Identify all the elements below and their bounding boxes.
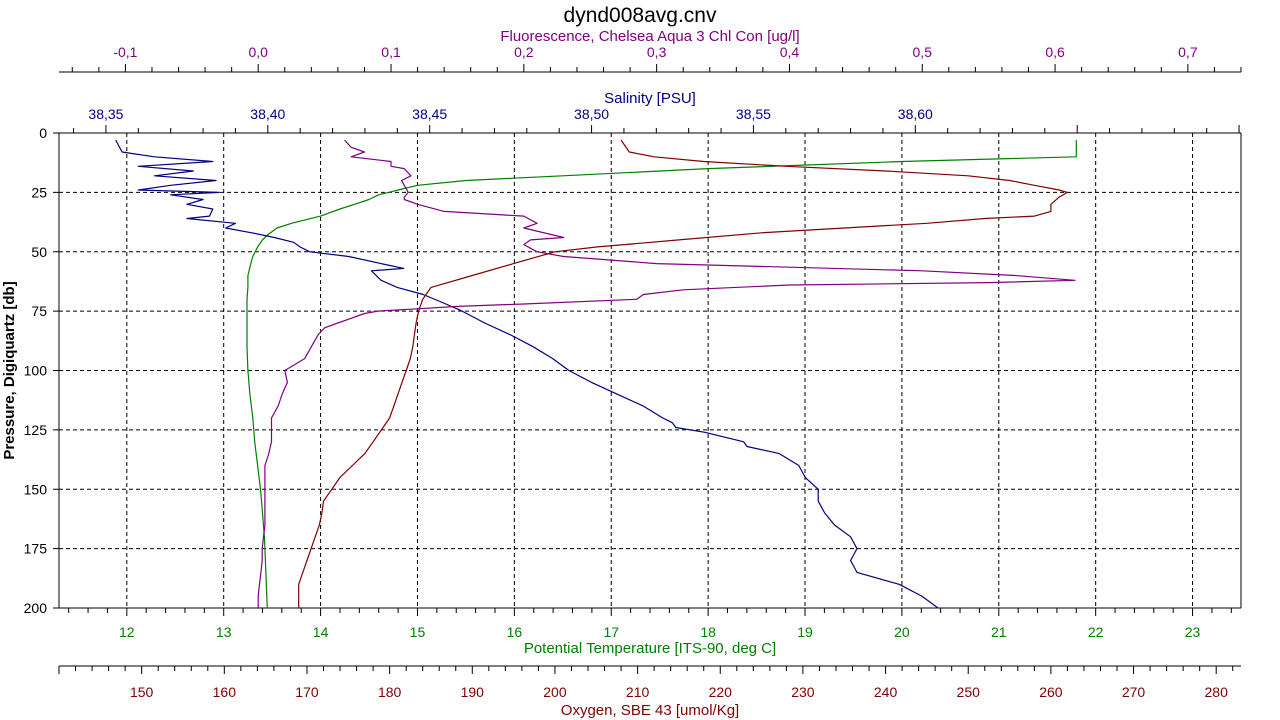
oxygen-axis-title: Oxygen, SBE 43 [umol/Kg] xyxy=(561,702,739,719)
temperature-tick-label: 19 xyxy=(797,624,813,640)
temperature-tick-label: 23 xyxy=(1185,624,1201,640)
temperature-tick-label: 13 xyxy=(216,624,232,640)
temperature-tick-label: 12 xyxy=(119,624,135,640)
fluorescence-tick-label: 0,4 xyxy=(780,44,800,60)
series-lines xyxy=(115,139,1077,609)
oxygen-tick-label: 200 xyxy=(543,684,567,700)
oxygen-tick-label: 160 xyxy=(213,684,237,700)
oxygen-tick-label: 250 xyxy=(957,684,981,700)
temperature-tick-label: 14 xyxy=(313,624,329,640)
fluorescence-tick-label: 0,1 xyxy=(381,44,401,60)
y-axis-tick-label: 75 xyxy=(31,303,47,319)
salinity-tick-label: 38,35 xyxy=(88,106,123,122)
temperature-axis-title: Potential Temperature [ITS-90, deg C] xyxy=(524,640,776,657)
y-axis-tick-label: 50 xyxy=(31,244,47,260)
y-axis-tick-label: 125 xyxy=(24,422,48,438)
fluorescence-tick-label: 0,3 xyxy=(647,44,667,60)
oxygen-tick-label: 210 xyxy=(626,684,650,700)
salinity-tick-label: 38,40 xyxy=(250,106,285,122)
salinity-tick-label: 38,50 xyxy=(574,106,609,122)
salinity-tick-label: 38,55 xyxy=(736,106,771,122)
temperature-tick-label: 22 xyxy=(1088,624,1104,640)
salinity-series-line xyxy=(115,139,939,609)
temperature-axis: 12 13 14 15 16 17 18 19 20 21 22 23 Potential Temper… xyxy=(59,607,1241,657)
oxygen-tick-label: 150 xyxy=(130,684,154,700)
oxygen-tick-label: 270 xyxy=(1122,684,1146,700)
temperature-tick-label: 16 xyxy=(507,624,523,640)
y-axis-tick-label: 200 xyxy=(24,600,48,616)
temperature-tick-label: 17 xyxy=(603,624,619,640)
temperature-series-line xyxy=(246,140,1077,609)
salinity-tick-label: 38,60 xyxy=(898,106,933,122)
temperature-tick-label: 21 xyxy=(991,624,1007,640)
oxygen-tick-label: 280 xyxy=(1205,684,1229,700)
fluorescence-tick-label: 0,0 xyxy=(248,44,268,60)
oxygen-series-line xyxy=(298,139,1069,608)
oxygen-tick-label: 230 xyxy=(791,684,815,700)
oxygen-axis: 150 160 170 180 190 200 210 220 230 240 250 260 270 2… xyxy=(58,665,1241,719)
fluorescence-tick-label: -0,1 xyxy=(113,44,137,60)
oxygen-tick-label: 260 xyxy=(1039,684,1063,700)
temperature-tick-label: 15 xyxy=(410,624,426,640)
fluorescence-tick-label: 0,5 xyxy=(913,44,933,60)
y-axis-tick-label: 100 xyxy=(24,363,48,379)
salinity-axis: 38,35 38,40 38,45 38,50 38,55 38,60 Salinity [… xyxy=(59,90,1241,134)
fluorescence-tick-label: 0,7 xyxy=(1178,44,1198,60)
temperature-tick-label: 18 xyxy=(700,624,716,640)
y-axis-tick-label: 25 xyxy=(31,184,47,200)
oxygen-tick-label: 180 xyxy=(378,684,402,700)
y-axis-tick-label: 175 xyxy=(24,541,48,557)
oxygen-tick-label: 240 xyxy=(874,684,898,700)
grid xyxy=(59,133,1241,608)
oxygen-tick-label: 170 xyxy=(295,684,319,700)
salinity-axis-title: Salinity [PSU] xyxy=(604,90,696,107)
fluorescence-tick-label: 0,2 xyxy=(514,44,534,60)
y-axis-tick-label: 150 xyxy=(24,481,48,497)
fluorescence-axis: -0,1 0,0 0,1 0,2 0,3 0,4 0,5 0,6 0,7 Fluorescence… xyxy=(59,28,1242,73)
salinity-tick-label: 38,45 xyxy=(412,106,447,122)
fluorescence-tick-label: 0,6 xyxy=(1045,44,1065,60)
chart-title: dynd008avg.cnv xyxy=(564,4,717,27)
fluorescence-axis-title: Fluorescence, Chelsea Aqua 3 Chl Con [ug… xyxy=(500,28,799,45)
temperature-tick-label: 20 xyxy=(894,624,910,640)
axes: 0 25 50 75 100 125 150 175 200 Pressure, Digiquar… xyxy=(1,28,1242,719)
fluorescence-series-line xyxy=(257,139,1076,608)
oxygen-tick-label: 190 xyxy=(461,684,485,700)
y-axis-tick-label: 0 xyxy=(39,125,47,141)
y-axis-title: Pressure, Digiquartz [db] xyxy=(1,281,18,459)
oxygen-tick-label: 220 xyxy=(709,684,733,700)
